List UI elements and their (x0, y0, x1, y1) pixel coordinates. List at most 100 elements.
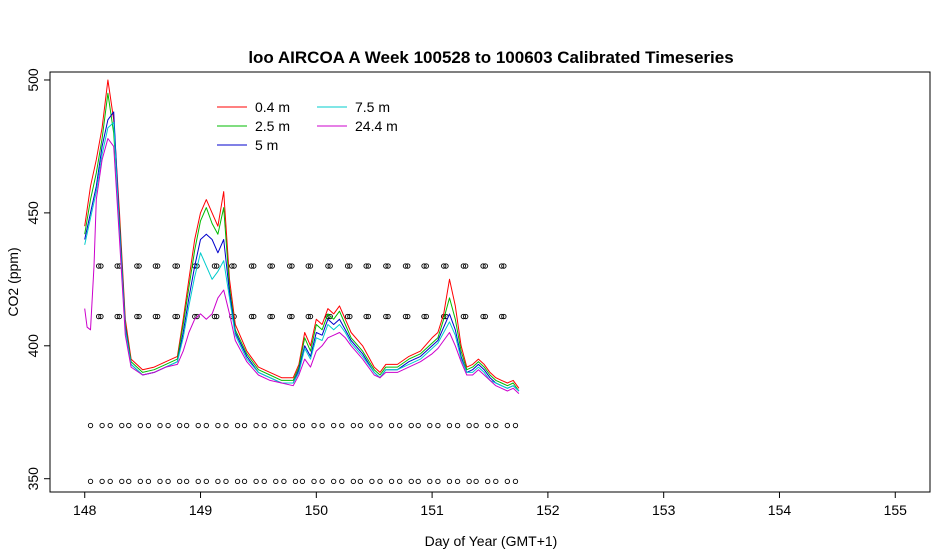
calibration-marker (504, 478, 511, 485)
marker-rows (87, 263, 519, 485)
calibration-marker (357, 478, 363, 485)
calibration-marker (145, 478, 152, 485)
x-tick-label: 151 (420, 502, 444, 518)
calibration-marker (136, 263, 142, 269)
series-line (84, 138, 520, 394)
calibration-marker (397, 478, 403, 485)
calibration-marker (214, 313, 220, 320)
calibration-marker (369, 422, 375, 429)
calibration-marker (385, 313, 391, 320)
calibration-marker (234, 422, 241, 429)
calibration-marker (347, 263, 353, 269)
calibration-marker (408, 422, 414, 429)
calibration-marker (383, 313, 389, 320)
calibration-marker (307, 313, 314, 320)
calibration-marker (234, 478, 241, 485)
calibration-marker (325, 263, 331, 269)
calibration-marker (211, 313, 218, 320)
x-axis-label: Day of Year (GMT+1) (425, 533, 558, 549)
calibration-marker (423, 263, 429, 269)
calibration-marker (281, 478, 287, 485)
calibration-marker (397, 422, 403, 429)
calibration-marker (99, 422, 105, 429)
y-tick-label: 450 (25, 201, 41, 225)
calibration-marker (460, 313, 467, 320)
calibration-marker (339, 422, 345, 429)
calibration-marker (107, 478, 113, 485)
calibration-marker (195, 478, 201, 485)
x-tick-label: 153 (652, 502, 676, 518)
calibration-marker (172, 313, 178, 320)
calibration-marker (344, 313, 351, 320)
calibration-marker (223, 478, 229, 485)
calibration-marker (350, 422, 357, 429)
calibration-marker (211, 263, 218, 269)
calibration-marker (307, 263, 314, 269)
x-tick-label: 154 (768, 502, 792, 518)
calibration-marker (363, 313, 369, 320)
series-line (84, 92, 520, 392)
calibration-marker (383, 263, 389, 269)
calibration-marker (443, 263, 449, 269)
calibration-marker (289, 263, 295, 269)
legend-label: 0.4 m (255, 99, 290, 115)
calibration-marker (473, 478, 479, 485)
calibration-marker (327, 263, 333, 269)
calibration-marker (331, 422, 337, 429)
y-axis-label: CO2 (ppm) (5, 247, 21, 316)
y-tick-label: 350 (25, 467, 41, 491)
calibration-marker (126, 422, 132, 429)
calibration-marker (183, 422, 190, 429)
calibration-marker (231, 263, 237, 269)
calibration-marker (331, 478, 337, 485)
series-lines (84, 79, 520, 394)
y-axis: 350 400 450 500 (25, 68, 50, 490)
calibration-marker (107, 422, 113, 429)
calibration-marker (485, 422, 491, 429)
calibration-marker (241, 478, 248, 485)
calibration-marker (194, 313, 200, 320)
calibration-marker (119, 478, 125, 485)
calibration-marker (177, 422, 183, 429)
calibration-marker (195, 422, 201, 429)
calibration-marker (134, 313, 140, 320)
calibration-marker (183, 478, 190, 485)
calibration-marker (501, 313, 507, 320)
calibration-marker (421, 263, 427, 269)
calibration-marker (214, 263, 220, 269)
calibration-marker (388, 478, 395, 485)
calibration-marker (365, 313, 372, 320)
calibration-marker (460, 263, 467, 269)
calibration-marker (241, 422, 248, 429)
calibration-marker (251, 263, 257, 269)
calibration-marker (251, 313, 257, 320)
calibration-marker (454, 422, 461, 429)
calibration-marker (261, 478, 267, 485)
calibration-marker (327, 313, 333, 320)
calibration-marker (114, 313, 120, 320)
calibration-marker (421, 313, 427, 320)
calibration-marker (466, 422, 472, 429)
calibration-marker (292, 478, 299, 485)
calibration-marker (253, 422, 259, 429)
calibration-marker (463, 313, 469, 320)
calibration-marker (119, 422, 125, 429)
calibration-marker (493, 422, 499, 429)
calibration-marker (485, 478, 491, 485)
calibration-marker (388, 422, 395, 429)
calibration-marker (98, 263, 104, 269)
calibration-marker (408, 478, 414, 485)
calibration-marker (261, 422, 267, 429)
calibration-marker (99, 478, 105, 485)
calibration-marker (415, 422, 421, 429)
calibration-marker (289, 313, 295, 320)
calibration-marker (473, 422, 479, 429)
x-tick-label: 150 (305, 502, 329, 518)
legend: 0.4 m 2.5 m 5 m 7.5 m 24.4 m (217, 99, 398, 153)
calibration-marker (446, 478, 453, 485)
calibration-marker (454, 478, 461, 485)
calibration-marker (136, 313, 142, 320)
calibration-marker (319, 422, 325, 429)
calibration-marker (248, 263, 255, 269)
